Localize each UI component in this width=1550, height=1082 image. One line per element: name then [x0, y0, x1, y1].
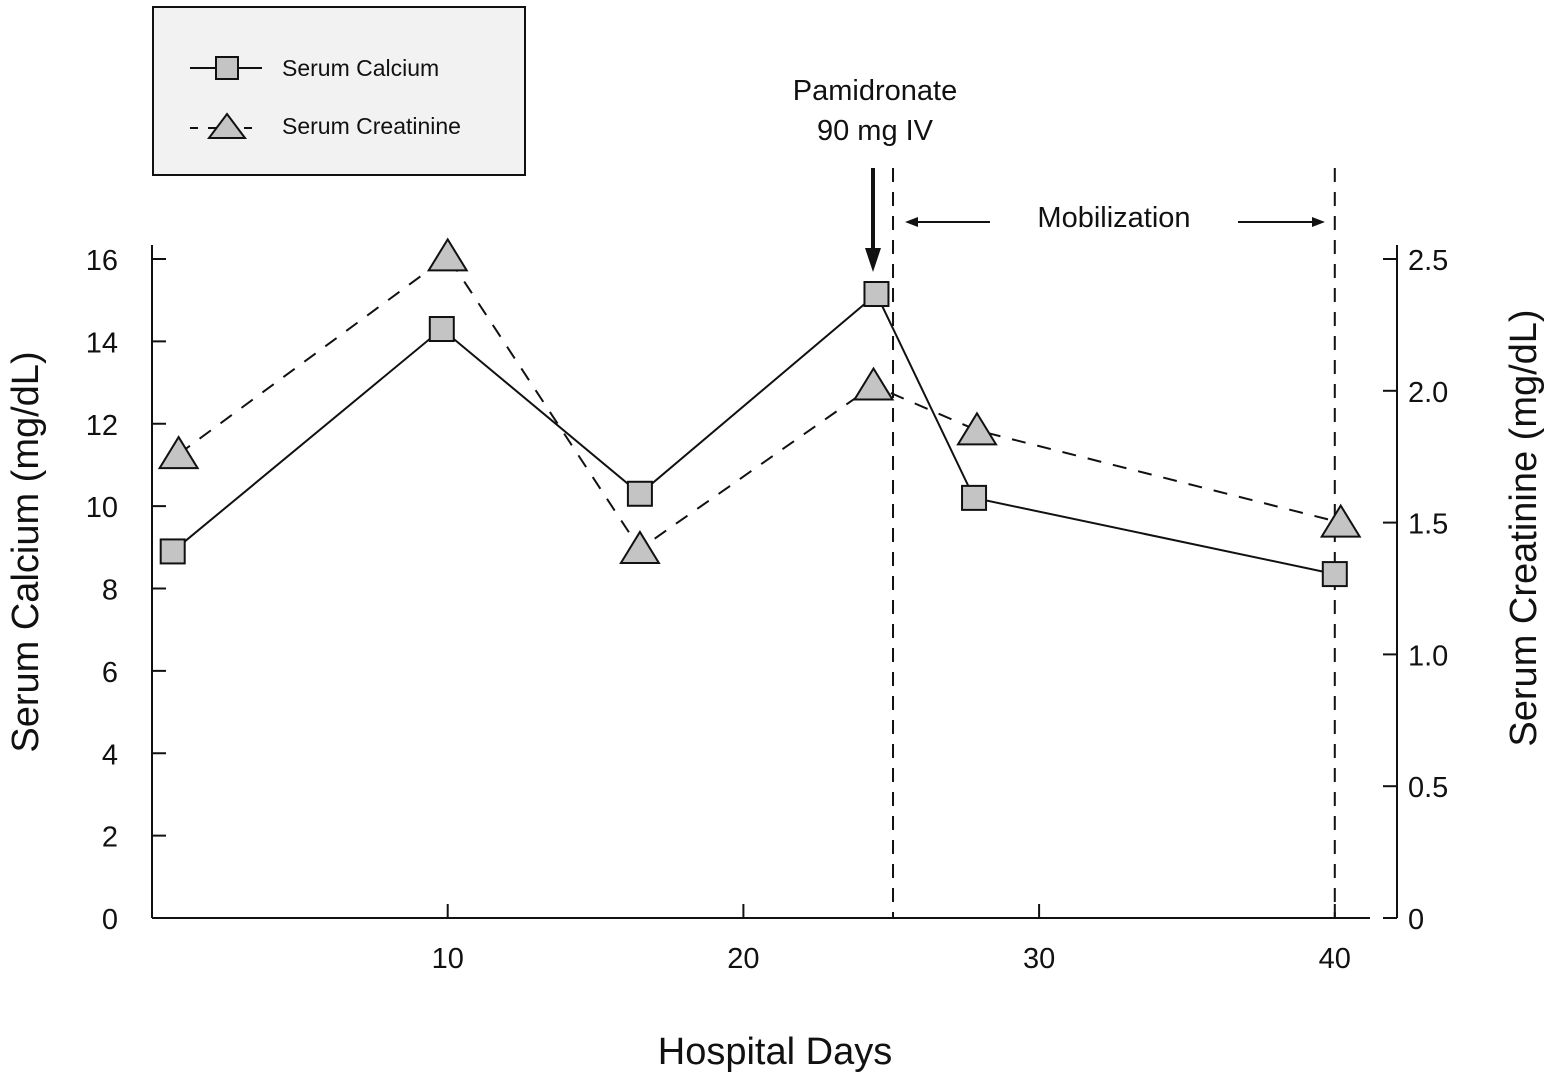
y2-tick-label: 0.5	[1408, 772, 1448, 804]
creatinine-point	[619, 530, 661, 564]
creatinine-series	[157, 237, 1362, 564]
pamidronate-label: Pamidronate	[793, 75, 957, 107]
legend-calcium-marker	[215, 56, 239, 80]
mobilization-boundaries	[892, 168, 1336, 918]
y-tick-label: 0	[102, 904, 118, 936]
y-tick-label: 8	[102, 575, 118, 607]
mobilization-arrowhead-left	[905, 217, 918, 227]
pamidronate-dose-label: 90 mg IV	[817, 115, 934, 147]
mobilization-label: Mobilization	[1037, 202, 1190, 234]
calcium-point	[863, 281, 890, 308]
creatinine-point	[426, 237, 469, 272]
axes: 10 20 30 40 0 2 4 6 8 10 12 14 16 0 0.5 1.0 1.5 2.0 2.5	[86, 245, 1448, 975]
calcium-point	[159, 538, 186, 565]
y2-tick-label: 1.5	[1408, 509, 1448, 541]
creatinine-point	[157, 435, 200, 470]
calcium-point	[626, 480, 653, 507]
x-tick-label: 40	[1319, 943, 1351, 975]
y-tick-label: 14	[86, 327, 118, 359]
pamidronate-arrowhead	[865, 248, 881, 272]
calcium-point	[1321, 561, 1348, 588]
annotations: Pamidronate 90 mg IV Mobilization	[793, 75, 1325, 272]
y-tick-label: 16	[86, 245, 118, 277]
y-tick-label: 10	[86, 492, 118, 524]
creatinine-point	[956, 411, 998, 446]
calcium-point	[961, 484, 988, 511]
y-tick-label: 12	[86, 410, 118, 442]
x-axis-label: Hospital Days	[658, 1031, 892, 1073]
calcium-series	[159, 281, 1348, 588]
y2-tick-label: 1.0	[1408, 640, 1448, 672]
calcium-point	[428, 316, 455, 343]
creatinine-point	[1319, 503, 1362, 538]
y-tick-label: 6	[102, 657, 118, 689]
legend-calcium-label: Serum Calcium	[282, 55, 439, 81]
legend-creatinine-marker	[207, 112, 247, 139]
legend: Serum Calcium Serum Creatinine	[152, 6, 526, 176]
mobilization-arrowhead-right	[1312, 217, 1325, 227]
x-tick-label: 20	[727, 943, 759, 975]
y-tick-label: 4	[102, 739, 118, 771]
y2-tick-label: 0	[1408, 904, 1424, 936]
y-tick-label: 2	[102, 822, 118, 854]
legend-box	[152, 6, 526, 176]
y2-axis-label: Serum Creatinine (mg/dL)	[1503, 309, 1545, 746]
creatinine-point	[852, 366, 895, 401]
y-axis-label: Serum Calcium (mg/dL)	[5, 351, 47, 752]
calcium-line	[172, 292, 1336, 576]
creatinine-line	[178, 254, 1341, 551]
y2-tick-label: 2.5	[1408, 245, 1448, 277]
series	[157, 237, 1362, 588]
y2-tick-label: 2.0	[1408, 377, 1448, 409]
x-tick-label: 30	[1023, 943, 1055, 975]
legend-creatinine-label: Serum Creatinine	[282, 113, 461, 139]
x-tick-label: 10	[432, 943, 464, 975]
